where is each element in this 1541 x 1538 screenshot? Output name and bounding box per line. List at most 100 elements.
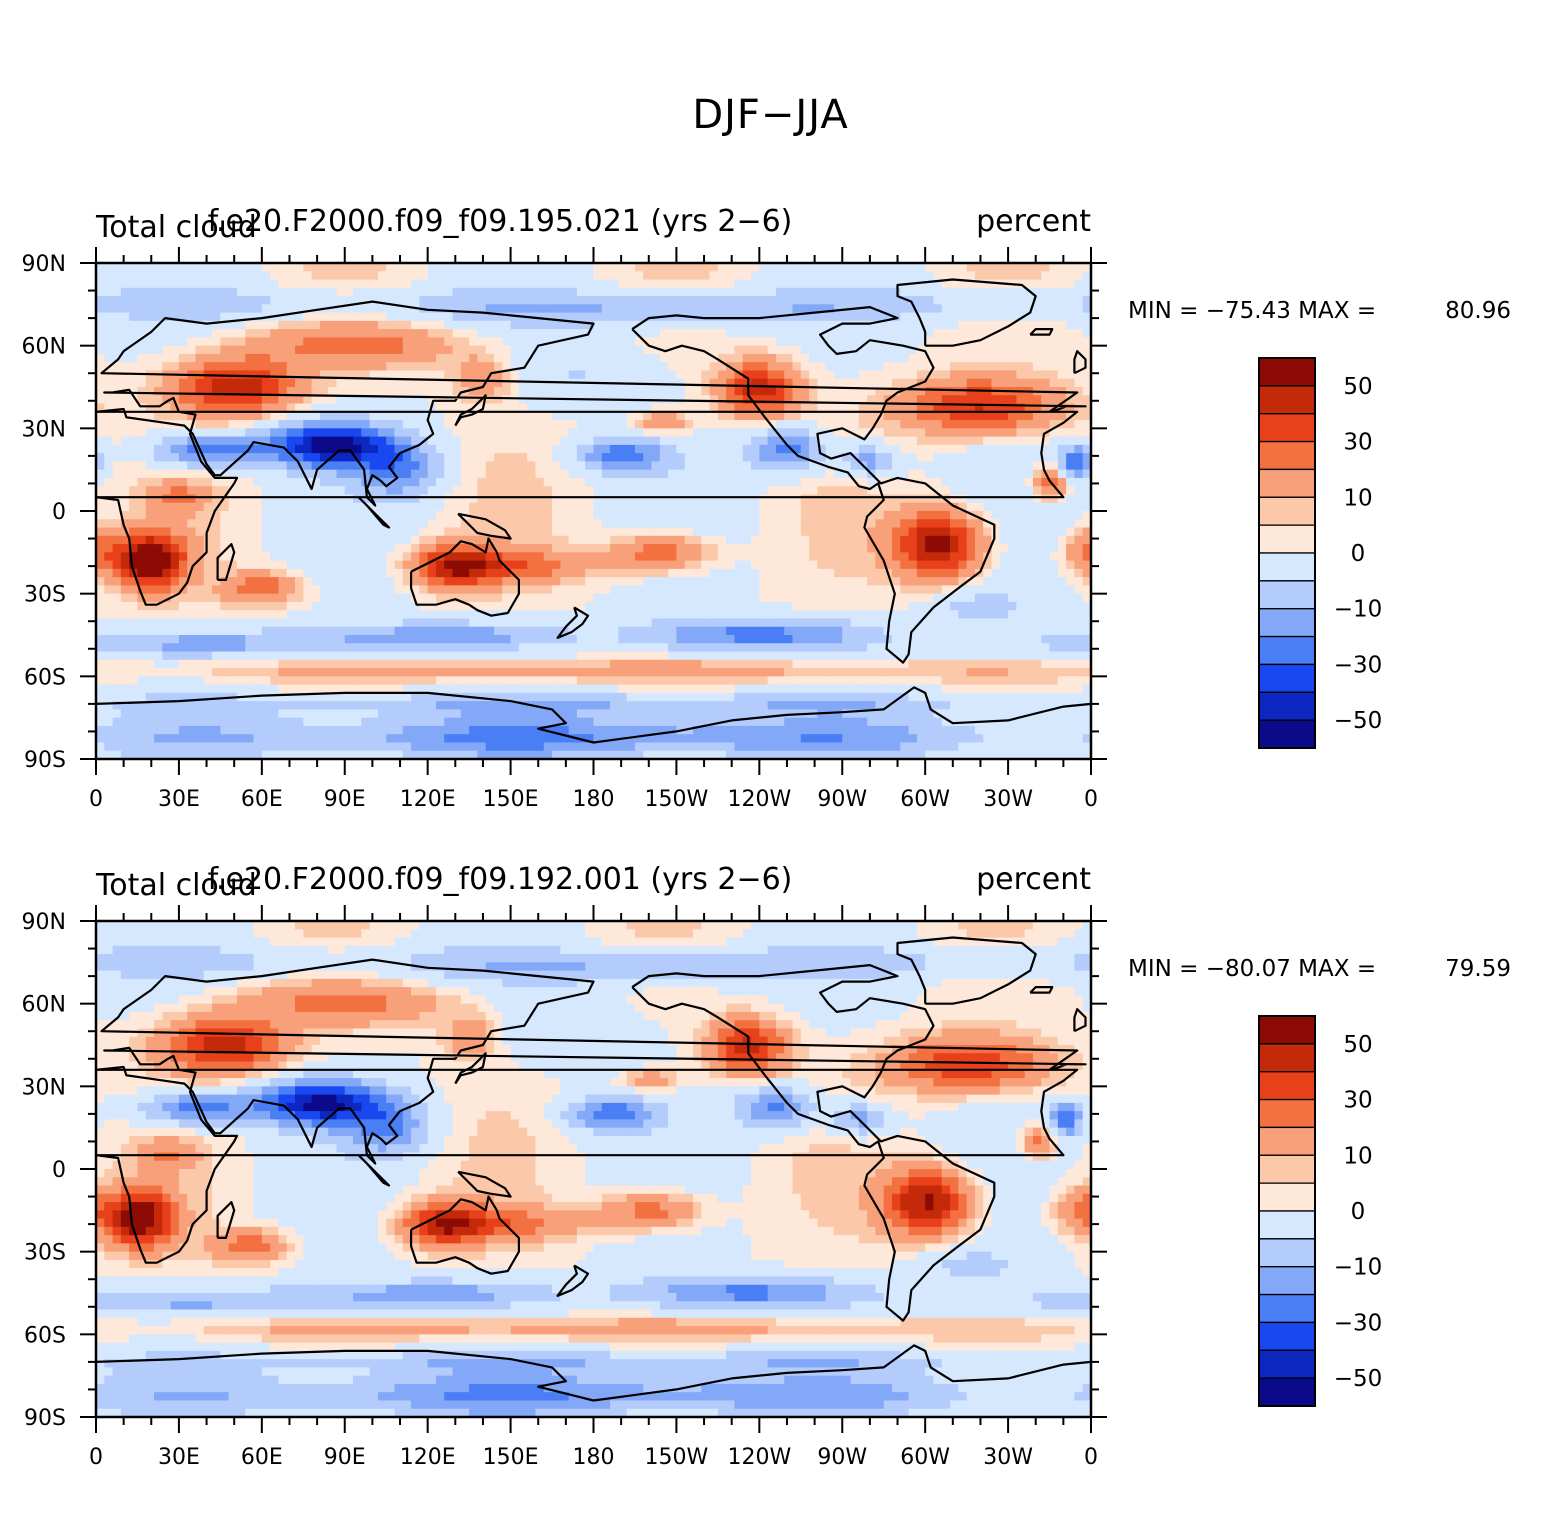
field-cell xyxy=(966,279,976,289)
field-cell xyxy=(129,420,139,429)
field-cell xyxy=(328,370,338,380)
field-cell xyxy=(751,362,760,372)
field-cell xyxy=(203,552,213,562)
field-cell xyxy=(386,502,396,512)
field-cell xyxy=(460,279,470,289)
field-cell xyxy=(319,362,329,372)
field-cell xyxy=(543,279,553,289)
field-cell xyxy=(1041,279,1051,289)
field-cell xyxy=(137,387,147,396)
field-cell xyxy=(693,593,702,603)
field-cell xyxy=(261,296,271,305)
field-cell xyxy=(1049,420,1059,429)
field-cell xyxy=(552,411,561,421)
field-cell xyxy=(170,436,180,446)
field-cell xyxy=(535,560,545,570)
field-cell xyxy=(295,494,304,504)
field-cell xyxy=(444,411,454,421)
field-cell xyxy=(717,560,727,570)
field-cell xyxy=(460,296,470,305)
field-cell xyxy=(485,544,495,553)
field-cell xyxy=(593,370,603,380)
field-cell xyxy=(634,469,644,479)
field-cell xyxy=(137,560,147,570)
field-cell xyxy=(659,263,669,272)
field-cell xyxy=(1066,329,1076,338)
field-cell xyxy=(759,585,769,595)
field-cell xyxy=(1049,329,1059,338)
field-cell xyxy=(850,469,860,479)
field-cell xyxy=(867,428,877,438)
field-cell xyxy=(809,486,818,496)
field-cell xyxy=(825,544,835,553)
field-cell xyxy=(817,477,827,487)
field-cell xyxy=(427,345,437,355)
field-cell xyxy=(734,502,744,512)
field-cell xyxy=(394,428,404,438)
field-cell xyxy=(145,345,155,355)
field-cell xyxy=(394,271,404,281)
field-cell xyxy=(278,444,288,454)
field-cell xyxy=(1049,395,1059,405)
field-cell xyxy=(626,519,636,529)
field-cell xyxy=(833,329,843,338)
field-cell xyxy=(900,304,910,314)
field-cell xyxy=(319,477,329,487)
field-cell xyxy=(1066,345,1076,355)
field-cell xyxy=(1032,312,1042,322)
field-cell xyxy=(908,420,918,429)
field-cell xyxy=(535,296,545,305)
field-cell xyxy=(452,552,462,562)
field-cell xyxy=(1016,345,1026,355)
field-cell xyxy=(220,568,230,578)
field-cell xyxy=(195,296,205,305)
field-cell xyxy=(842,337,852,347)
field-cell xyxy=(1008,337,1017,347)
field-cell xyxy=(518,544,528,553)
field-cell xyxy=(850,552,860,562)
field-cell xyxy=(245,577,255,586)
field-cell xyxy=(411,353,420,363)
field-cell xyxy=(800,387,810,396)
field-cell xyxy=(833,296,843,305)
field-cell xyxy=(286,560,296,570)
field-cell xyxy=(195,337,205,347)
field-cell xyxy=(800,444,810,454)
field-cell xyxy=(1041,370,1051,380)
field-cell xyxy=(485,263,495,272)
field-cell xyxy=(228,420,238,429)
field-cell xyxy=(253,279,263,289)
field-cell xyxy=(858,279,868,289)
field-cell xyxy=(1008,560,1017,570)
field-cell xyxy=(303,444,313,454)
field-cell xyxy=(402,519,412,529)
field-cell xyxy=(726,370,736,380)
field-cell xyxy=(850,370,860,380)
field-cell xyxy=(684,453,694,462)
field-cell xyxy=(601,593,611,603)
field-cell xyxy=(693,436,702,446)
field-cell xyxy=(634,312,644,322)
field-cell xyxy=(270,453,280,462)
field-cell xyxy=(867,552,877,562)
field-cell xyxy=(983,362,993,372)
field-cell xyxy=(494,544,503,553)
field-cell xyxy=(767,453,777,462)
field-cell xyxy=(137,552,147,562)
field-cell xyxy=(626,403,636,413)
field-cell xyxy=(659,544,669,553)
field-cell xyxy=(974,370,984,380)
field-cell xyxy=(1032,486,1042,496)
field-cell xyxy=(286,585,296,595)
field-cell xyxy=(336,486,346,496)
field-cell xyxy=(999,370,1009,380)
field-cell xyxy=(303,403,313,413)
field-cell xyxy=(1032,345,1042,355)
field-cell xyxy=(435,263,445,272)
field-cell xyxy=(195,403,205,413)
field-cell xyxy=(709,279,719,289)
field-cell xyxy=(460,329,470,338)
field-cell xyxy=(253,486,263,496)
field-cell xyxy=(435,271,445,281)
field-cell xyxy=(427,535,437,545)
